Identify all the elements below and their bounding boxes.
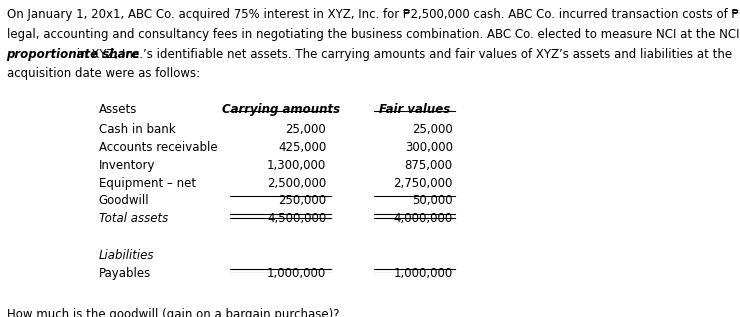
Text: acquisition date were as follows:: acquisition date were as follows:: [7, 67, 200, 80]
Text: 2,500,000: 2,500,000: [267, 177, 326, 190]
Text: Goodwill: Goodwill: [98, 194, 149, 207]
Text: 300,000: 300,000: [405, 141, 453, 154]
Text: 1,000,000: 1,000,000: [267, 267, 326, 280]
Text: 2,750,000: 2,750,000: [394, 177, 453, 190]
Text: 425,000: 425,000: [278, 141, 326, 154]
Text: Cash in bank: Cash in bank: [98, 123, 175, 136]
Text: in XYZ, Inc.’s identifiable net assets. The carrying amounts and fair values of : in XYZ, Inc.’s identifiable net assets. …: [73, 48, 733, 61]
Text: Assets: Assets: [98, 103, 137, 116]
Text: 4,500,000: 4,500,000: [267, 212, 326, 225]
Text: How much is the goodwill (gain on a bargain purchase)?: How much is the goodwill (gain on a barg…: [7, 308, 339, 317]
Text: 25,000: 25,000: [412, 123, 453, 136]
Text: Equipment – net: Equipment – net: [98, 177, 196, 190]
Text: Carrying amounts: Carrying amounts: [222, 103, 340, 116]
Text: proportionate share: proportionate share: [7, 48, 140, 61]
Text: On January 1, 20x1, ABC Co. acquired 75% interest in XYZ, Inc. for ₱2,500,000 ca: On January 1, 20x1, ABC Co. acquired 75%…: [7, 8, 740, 21]
Text: 25,000: 25,000: [286, 123, 326, 136]
Text: Inventory: Inventory: [98, 159, 155, 172]
Text: 50,000: 50,000: [412, 194, 453, 207]
Text: Liabilities: Liabilities: [98, 249, 154, 262]
Text: legal, accounting and consultancy fees in negotiating the business combination. : legal, accounting and consultancy fees i…: [7, 28, 740, 41]
Text: Payables: Payables: [98, 267, 151, 280]
Text: 250,000: 250,000: [278, 194, 326, 207]
Text: Total assets: Total assets: [98, 212, 168, 225]
Text: 1,000,000: 1,000,000: [394, 267, 453, 280]
Text: 1,300,000: 1,300,000: [267, 159, 326, 172]
Text: Fair values: Fair values: [379, 103, 451, 116]
Text: 875,000: 875,000: [405, 159, 453, 172]
Text: Accounts receivable: Accounts receivable: [98, 141, 218, 154]
Text: 4,000,000: 4,000,000: [394, 212, 453, 225]
